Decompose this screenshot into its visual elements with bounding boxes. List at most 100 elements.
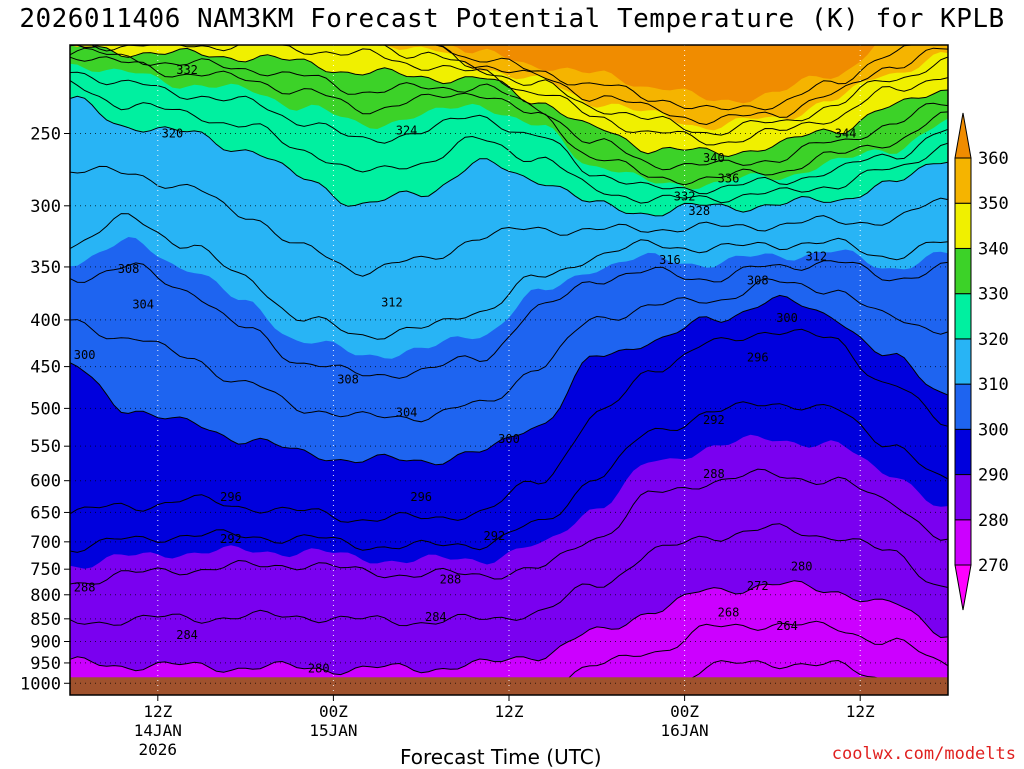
- y-tick-label-400: 400: [30, 311, 61, 331]
- contour-label-2: 324: [396, 123, 418, 137]
- contour-label-16: 308: [337, 373, 359, 387]
- contour-label-28: 288: [74, 580, 96, 594]
- colorbar-label-310: 310: [978, 375, 1009, 395]
- colorbar-box-350: [954, 157, 972, 204]
- grid-lines: [70, 45, 948, 695]
- colorbar-box-320: [954, 293, 972, 340]
- contour-label-18: 304: [396, 405, 418, 419]
- x-year-label-12: 2026: [139, 740, 178, 759]
- contour-label-33: 284: [176, 628, 198, 642]
- isentrope-332: [69, 56, 949, 186]
- x-tick-label-12: 12Z: [143, 702, 172, 721]
- contour-label-6: 332: [674, 189, 696, 203]
- isentrope-284: [69, 523, 949, 627]
- ground-fill: [70, 677, 948, 695]
- contour-label-21: 288: [703, 467, 725, 481]
- colorbar-label-340: 340: [978, 239, 1009, 259]
- contour-label-31: 284: [425, 610, 447, 624]
- contour-label-11: 308: [118, 262, 140, 276]
- contour-label-29: 288: [440, 573, 462, 587]
- x-date-label-24: 15JAN: [309, 721, 357, 740]
- x-date-label-12: 14JAN: [134, 721, 182, 740]
- contour-label-0: 332: [176, 63, 198, 77]
- isentrope-292: [69, 401, 949, 553]
- colorbar-box-290: [954, 428, 972, 476]
- contour-label-23: 296: [410, 490, 432, 504]
- colorbar-label-360: 360: [978, 149, 1009, 169]
- contour-label-10: 308: [747, 273, 769, 287]
- colorbar-box-340: [954, 202, 972, 249]
- x-tick-label-24: 00Z: [319, 702, 348, 721]
- y-tick-label-250: 250: [30, 124, 61, 144]
- contour-label-25: 292: [484, 529, 506, 543]
- y-tick-label-450: 450: [30, 358, 61, 378]
- isentrope-328: [69, 71, 949, 195]
- band-360: [70, 45, 948, 104]
- isentrope-340: [69, 44, 949, 158]
- contour-label-14: 300: [74, 348, 96, 362]
- y-tick-label-900: 900: [30, 632, 61, 652]
- contour-label-1: 320: [162, 126, 184, 140]
- contour-label-20: 292: [703, 413, 725, 427]
- axes: 2503003504004505005506006507007508008509…: [20, 44, 949, 759]
- colorbar-label-290: 290: [978, 466, 1009, 486]
- contour-label-32: 264: [776, 619, 798, 633]
- contour-label-30: 268: [718, 606, 740, 620]
- colorbar-high-arrow: [954, 112, 972, 159]
- colorbar-label-270: 270: [978, 556, 1009, 576]
- colorbar-label-350: 350: [978, 194, 1009, 214]
- colorbar-label-320: 320: [978, 330, 1009, 350]
- colorbar-box-310: [954, 338, 972, 385]
- colorbar-low-arrow: [954, 564, 972, 611]
- y-tick-label-950: 950: [30, 654, 61, 674]
- contour-label-8: 316: [659, 253, 681, 267]
- contour-label-17: 296: [747, 351, 769, 365]
- x-axis-label: Forecast Time (UTC): [400, 745, 602, 769]
- contour-label-7: 328: [688, 204, 710, 218]
- contour-label-26: 280: [791, 560, 813, 574]
- y-tick-label-800: 800: [30, 586, 61, 606]
- contour-label-5: 336: [718, 171, 740, 185]
- y-tick-label-1000: 1000: [20, 674, 61, 694]
- contour-label-22: 296: [220, 490, 242, 504]
- isentrope-344: [70, 44, 949, 146]
- contour-label-19: 300: [498, 432, 520, 446]
- y-tick-label-300: 300: [30, 197, 61, 217]
- y-tick-label-700: 700: [30, 533, 61, 553]
- y-tick-label-650: 650: [30, 503, 61, 523]
- y-tick-label-600: 600: [30, 472, 61, 492]
- credit-link[interactable]: coolwx.com/modelts: [831, 744, 1016, 764]
- y-tick-label-850: 850: [30, 610, 61, 630]
- isentrope-300: [69, 294, 949, 466]
- colorbar-box-280: [954, 474, 972, 521]
- terrain: [70, 677, 948, 695]
- x-date-label-48: 16JAN: [661, 721, 709, 740]
- colorbar-label-300: 300: [978, 420, 1009, 440]
- x-tick-label-36: 12Z: [495, 702, 524, 721]
- contour-label-12: 304: [132, 298, 154, 312]
- colorbar: 270 280 290 300 310 320 330 340 350 360: [954, 112, 1009, 611]
- contour-label-4: 344: [835, 126, 857, 140]
- contour-label-13: 312: [381, 296, 403, 310]
- isentrope-316: [69, 165, 949, 277]
- x-tick-label-60: 12Z: [846, 702, 875, 721]
- contour-label-27: 272: [747, 579, 769, 593]
- isentrope-320: [69, 95, 949, 217]
- x-tick-label-48: 00Z: [670, 702, 699, 721]
- y-tick-label-550: 550: [30, 437, 61, 457]
- contour-label-15: 300: [776, 311, 798, 325]
- isentrope-312: [69, 213, 949, 340]
- contour-label-3: 340: [703, 151, 725, 165]
- isentrope-308: [69, 260, 949, 379]
- y-tick-label-750: 750: [30, 560, 61, 580]
- colorbar-box-330: [954, 247, 972, 295]
- isentrope-280: [69, 580, 949, 676]
- contour-label-34: 280: [308, 662, 330, 676]
- colorbar-label-330: 330: [978, 285, 1009, 305]
- y-tick-label-500: 500: [30, 399, 61, 419]
- isentrope-296: [69, 328, 949, 523]
- colorbar-box-300: [954, 383, 972, 430]
- y-tick-label-350: 350: [30, 258, 61, 278]
